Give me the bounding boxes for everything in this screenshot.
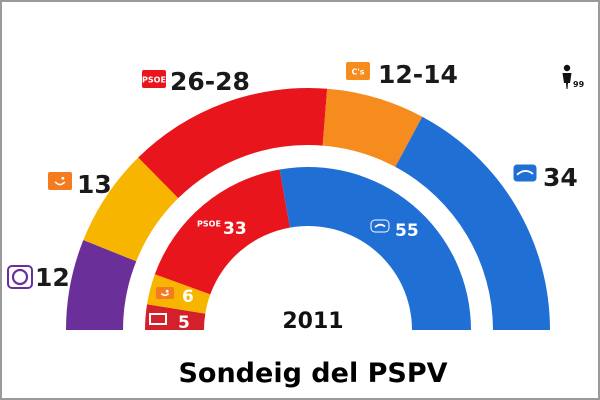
inner-party-logo-1-icon: [156, 287, 174, 299]
outer-seat-label-4: 34: [543, 163, 578, 192]
outer-seat-label-3: 12-14: [378, 60, 458, 89]
inner-party-logo-3-icon: [370, 219, 390, 233]
inner-party-logo-2-icon: PSOE: [197, 218, 221, 230]
inner-seat-label-3: 55: [395, 221, 419, 241]
outer-seat-label-0: 12: [35, 263, 70, 292]
chart-title: Sondeig del PSPV: [178, 358, 447, 389]
person-icon: [562, 64, 572, 89]
outer-seat-label-2: 26-28: [170, 67, 250, 96]
outer-party-logo-3-icon: C's: [346, 62, 370, 80]
outer-ring-2015: [66, 88, 550, 330]
inner-party-logo-text-2: PSOE: [197, 219, 221, 228]
outer-party-logo-2-icon: PSOE: [142, 70, 166, 88]
outer-party-logo-text-2: PSOE: [142, 76, 166, 85]
outer-segment-0: [66, 240, 137, 330]
inner-seat-label-1: 6: [182, 287, 194, 307]
inner-seat-label-2: 33: [223, 219, 247, 239]
outer-party-logo-1-icon: [48, 172, 72, 190]
corner-number: 99: [573, 80, 585, 89]
outer-segment-3: [322, 88, 423, 167]
inner-segment-3: [279, 167, 471, 330]
inner-ring-2011: [145, 167, 471, 330]
inner-segment-1: [147, 274, 211, 314]
outer-segment-2: [138, 88, 328, 199]
inner-seat-label-0: 5: [178, 313, 190, 333]
inner-year-label: 2011: [282, 309, 343, 334]
outer-party-logo-4-icon: [512, 163, 538, 183]
outer-segment-1: [83, 157, 179, 262]
outer-party-logo-text-3: C's: [351, 68, 364, 77]
outer-seat-label-1: 13: [77, 170, 112, 199]
outer-party-logo-0-icon: [7, 265, 33, 289]
inner-segment-2: [154, 169, 290, 295]
inner-party-logo-0-icon: [149, 313, 167, 325]
outer-segment-4: [395, 116, 550, 330]
